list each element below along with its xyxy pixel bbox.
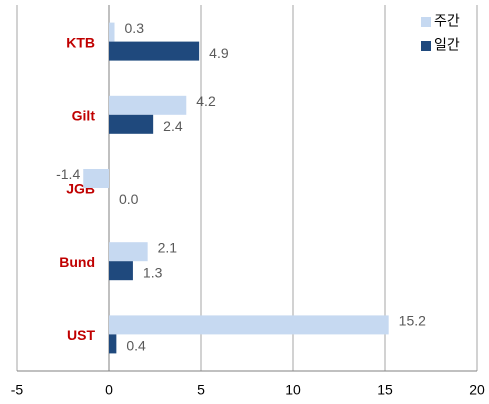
- legend-label: 일간: [434, 37, 460, 53]
- bar: [109, 22, 115, 42]
- value-label: 1.3: [143, 264, 163, 280]
- legend-label: 주간: [434, 13, 460, 29]
- value-label: 15.2: [399, 313, 426, 329]
- bar: [109, 95, 187, 115]
- x-tick-label: 20: [469, 382, 485, 398]
- bar: [109, 261, 133, 281]
- x-tick-label: 10: [285, 382, 301, 398]
- bar: [109, 41, 200, 61]
- bar: [109, 114, 154, 134]
- bar: [83, 169, 109, 188]
- value-label: 2.1: [158, 239, 178, 255]
- x-tick-label: 0: [105, 382, 113, 398]
- x-tick-label: 5: [197, 382, 205, 398]
- bar: [109, 315, 389, 335]
- value-label: 0.4: [126, 338, 146, 354]
- value-label: -1.4: [56, 166, 80, 182]
- legend-swatch: [421, 41, 431, 51]
- bar: [109, 334, 117, 354]
- category-label: KTB: [66, 34, 95, 50]
- value-label: 2.4: [163, 118, 183, 134]
- value-label: 0.3: [125, 20, 145, 36]
- legend-swatch: [421, 17, 431, 27]
- category-label: Bund: [59, 254, 95, 270]
- bar: [109, 242, 148, 262]
- value-label: 0.0: [119, 191, 139, 207]
- x-tick-label: -5: [11, 382, 24, 398]
- value-label: 4.9: [209, 45, 229, 61]
- value-label: 4.2: [196, 93, 216, 109]
- category-label: UST: [67, 327, 95, 343]
- x-tick-label: 15: [377, 382, 393, 398]
- category-label: Gilt: [72, 108, 96, 124]
